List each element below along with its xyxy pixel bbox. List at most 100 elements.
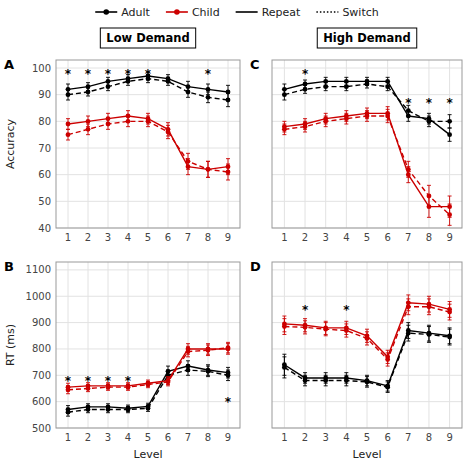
- x-tick-label: 2: [302, 232, 308, 243]
- grid-line: [148, 60, 149, 228]
- x-axis-label: Level: [133, 448, 162, 461]
- data-area: [66, 72, 231, 180]
- error-bar: [166, 77, 170, 85]
- error-bar: [106, 406, 110, 412]
- data-point: [406, 331, 411, 336]
- error-bar: [427, 299, 431, 315]
- error-bar: [324, 375, 328, 386]
- data-point: [226, 345, 231, 350]
- error-bar: [282, 319, 286, 335]
- data-point: [344, 84, 349, 89]
- legend-label: Switch: [342, 6, 378, 19]
- error-bar: [226, 93, 230, 106]
- legend-marker: [174, 9, 180, 15]
- data-point: [66, 132, 71, 137]
- legend-item: Repeat: [236, 6, 301, 19]
- data-point: [323, 378, 328, 383]
- error-bar: [344, 83, 348, 91]
- error-bar: [344, 324, 348, 337]
- grid-line: [408, 60, 409, 228]
- data-point: [86, 90, 91, 95]
- error-bar: [448, 304, 452, 320]
- x-tick-label: 4: [125, 432, 131, 443]
- data-point: [206, 95, 211, 100]
- error-bar: [86, 124, 90, 135]
- x-tick-label: 5: [364, 432, 370, 443]
- grid-line: [387, 262, 388, 428]
- grid-line: [305, 262, 306, 428]
- data-point: [323, 327, 328, 332]
- grid-line: [68, 262, 69, 428]
- data-point: [206, 87, 211, 92]
- error-bar: [365, 377, 369, 388]
- data-point: [86, 407, 91, 412]
- grid-line: [346, 262, 347, 428]
- annotation: *: [105, 67, 112, 81]
- error-bar: [206, 161, 210, 177]
- data-point: [186, 159, 191, 164]
- error-bar: [365, 111, 369, 122]
- legend-line: [236, 11, 258, 13]
- data-point: [66, 410, 71, 415]
- data-point: [86, 127, 91, 132]
- figure: 405060708090100123456789******AccuracyAL…: [0, 0, 474, 474]
- annotation: *: [125, 374, 132, 388]
- error-bar: [365, 80, 369, 88]
- annotation: *: [145, 67, 152, 81]
- legend-item: Child: [166, 6, 220, 19]
- data-point: [282, 92, 287, 97]
- data-point: [106, 122, 111, 127]
- x-tick-label: 3: [323, 432, 329, 443]
- error-bar: [206, 366, 210, 377]
- x-tick-label: 1: [281, 232, 287, 243]
- error-bar: [303, 375, 307, 386]
- series-line: [68, 348, 228, 390]
- data-point: [282, 127, 287, 132]
- error-bar: [282, 357, 286, 378]
- panel-label: A: [4, 57, 14, 72]
- error-bar: [324, 116, 328, 127]
- x-tick-label: 5: [145, 232, 151, 243]
- annotation: *: [426, 96, 433, 110]
- plot-frame: [272, 262, 462, 428]
- x-tick-label: 4: [343, 232, 349, 243]
- error-bar: [406, 325, 410, 341]
- data-point: [323, 84, 328, 89]
- x-tick-label: 2: [302, 432, 308, 443]
- plot-background: [56, 262, 240, 428]
- data-point: [166, 379, 171, 384]
- annotation: *: [205, 67, 212, 81]
- y-tick-label: 40: [38, 223, 51, 234]
- plot-frame: [272, 60, 462, 228]
- series-line: [68, 370, 228, 412]
- error-bar: [86, 88, 90, 96]
- grid-line: [168, 262, 169, 428]
- error-bar: [106, 83, 110, 91]
- series-line: [284, 113, 449, 206]
- grid-line: [108, 262, 109, 428]
- plot-background: [272, 60, 462, 228]
- data-point: [365, 379, 370, 384]
- annotation: *: [446, 96, 453, 110]
- data-area: [66, 342, 231, 416]
- x-tick-label: 3: [105, 232, 111, 243]
- y-tick-label: 500: [32, 423, 51, 434]
- data-point: [427, 119, 432, 124]
- data-point: [447, 132, 452, 137]
- error-bar: [365, 332, 369, 345]
- error-bar: [303, 321, 307, 334]
- x-tick-label: 8: [205, 432, 211, 443]
- data-point: [427, 194, 432, 199]
- error-bar: [66, 89, 70, 100]
- grid-line: [128, 262, 129, 428]
- x-tick-label: 9: [225, 232, 231, 243]
- data-point: [303, 325, 308, 330]
- data-point: [146, 119, 151, 124]
- data-point: [447, 310, 452, 315]
- data-point: [303, 124, 308, 129]
- data-point: [365, 82, 370, 87]
- column-header-box: [317, 28, 417, 48]
- grid-line: [408, 262, 409, 428]
- data-point: [303, 87, 308, 92]
- error-bar: [386, 109, 390, 122]
